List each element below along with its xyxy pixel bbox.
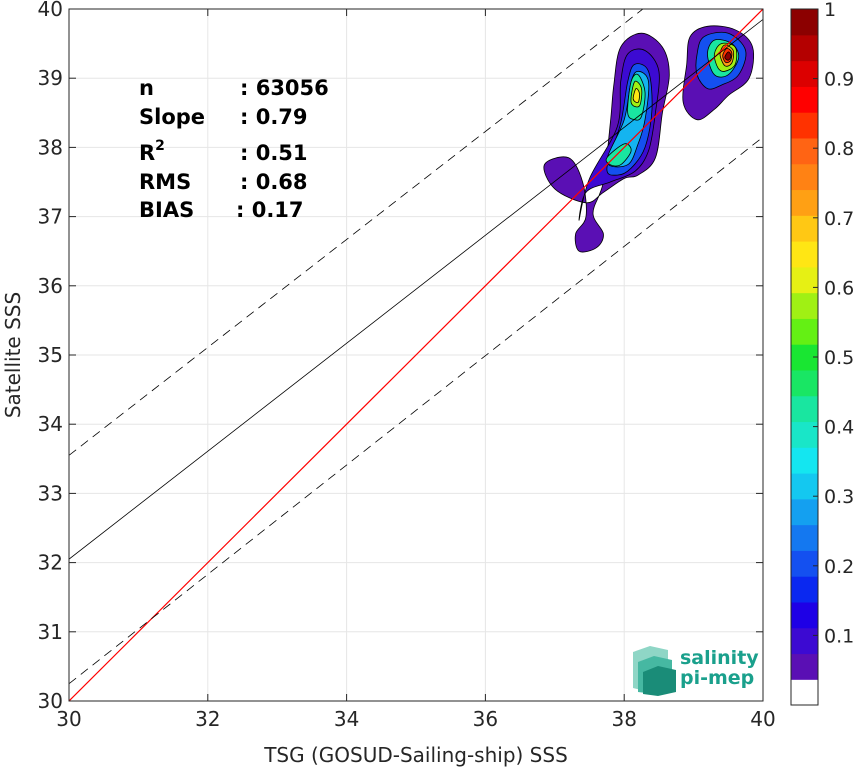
y-axis-label: Satellite SSS [1,292,25,418]
colorbar-tick-label-3: 0.4 [824,417,854,439]
colorbar-tick-label-7: 0.8 [824,138,854,160]
x-tick-label-1: 32 [195,707,220,731]
logo-wave-icon-front [643,666,676,696]
y-tick-label-9: 39 [38,66,63,90]
colorbar-segment-23 [791,86,818,113]
stat-label-1: Slope [139,105,205,129]
lower-bound-line [69,136,763,685]
colorbar-segment-8 [791,473,818,500]
colorbar-segment-20 [791,163,818,191]
x-tick-label-3: 36 [473,707,498,731]
colorbar-segment-10 [791,421,818,448]
x-tick-label-5: 40 [750,707,775,731]
y-tick-label-3: 33 [38,481,63,505]
colorbar-segment-6 [791,524,818,551]
stat-value-4: : 0.17 [236,198,304,222]
colorbar-segment-5 [791,550,818,577]
colorbar-segment-19 [791,189,818,216]
colorbar-segment-1 [791,653,818,680]
stat-superscript-2: 2 [155,138,165,154]
density-contours [543,25,754,253]
colorbar-segment-12 [791,369,818,397]
logo-text-line2: pi-mep [680,667,754,689]
colorbar-tick-label-2: 0.3 [824,486,854,508]
colorbar-segment-2 [791,627,818,655]
contour-cluster-0-level-4 [605,143,632,167]
contour-cluster-1-level-6 [724,51,732,61]
colorbar-segment-26 [791,9,818,36]
colorbar-segment-3 [791,601,818,629]
colorbar-segment-11 [791,395,818,423]
colorbar-tick-label-6: 0.7 [824,208,854,230]
colorbar-segment-21 [791,137,818,165]
y-tick-label-8: 38 [38,135,63,159]
y-tick-label-4: 34 [38,412,63,436]
stat-value-0: : 63056 [240,76,329,100]
colorbar-tick-label-5: 0.6 [824,277,854,299]
colorbar-segment-25 [791,34,818,62]
colorbar-segment-9 [791,447,818,474]
colorbar-segment-0 [791,679,818,706]
colorbar-segment-7 [791,498,818,526]
y-tick-label-10: 40 [38,0,63,21]
colorbar-tick-label-4: 0.5 [824,347,854,369]
colorbar-tick-label-1: 0.2 [824,556,854,578]
contour-cluster-0-level-7 [632,88,640,104]
colorbar-tick-label-9: 1 [824,0,836,21]
upper-bound-line [69,9,644,456]
colorbar-segment-22 [791,112,818,139]
y-tick-label-5: 35 [38,343,63,367]
colorbar-segment-18 [791,215,818,242]
logo-text-line1: salinity [680,647,759,669]
y-tick-label-7: 37 [38,205,63,229]
colorbar-tick-label-8: 0.9 [824,69,854,91]
stat-value-2: : 0.51 [240,141,308,165]
x-tick-label-0: 30 [56,707,81,731]
reference-lines [69,9,763,701]
y-tick-label-6: 36 [38,274,63,298]
identity-line [69,9,763,701]
colorbar: 0.1 0.2 0.3 0.4 0.5 0.6 0.7 0.8 0.9 1 [790,0,854,706]
colorbar-tick-label-0: 0.1 [824,625,854,647]
x-tick-label-4: 38 [611,707,636,731]
grid-lines [69,9,763,701]
stat-label-3: RMS [139,170,191,194]
y-tick-label-1: 31 [38,620,63,644]
axis-ticks: 30 32 34 36 38 40 30 31 32 33 34 35 36 37 38 39 40 [38,0,776,731]
colorbar-segment-4 [791,576,818,603]
y-tick-label-2: 32 [38,551,63,575]
regression-line [69,19,763,560]
colorbar-segment-15 [791,292,818,319]
stat-label-0: n [139,76,154,100]
colorbar-segment-16 [791,266,818,294]
y-tick-label-0: 30 [38,689,63,713]
stat-label-4: BIAS [139,198,194,222]
x-axis-label: TSG (GOSUD-Sailing-ship) SSS [263,743,568,767]
colorbar-segment-14 [791,318,818,345]
stat-value-1: : 0.79 [240,105,308,129]
colorbar-segment-24 [791,60,818,87]
colorbar-segment-17 [791,241,818,268]
x-tick-label-2: 34 [334,707,359,731]
stat-value-3: : 0.68 [240,170,308,194]
